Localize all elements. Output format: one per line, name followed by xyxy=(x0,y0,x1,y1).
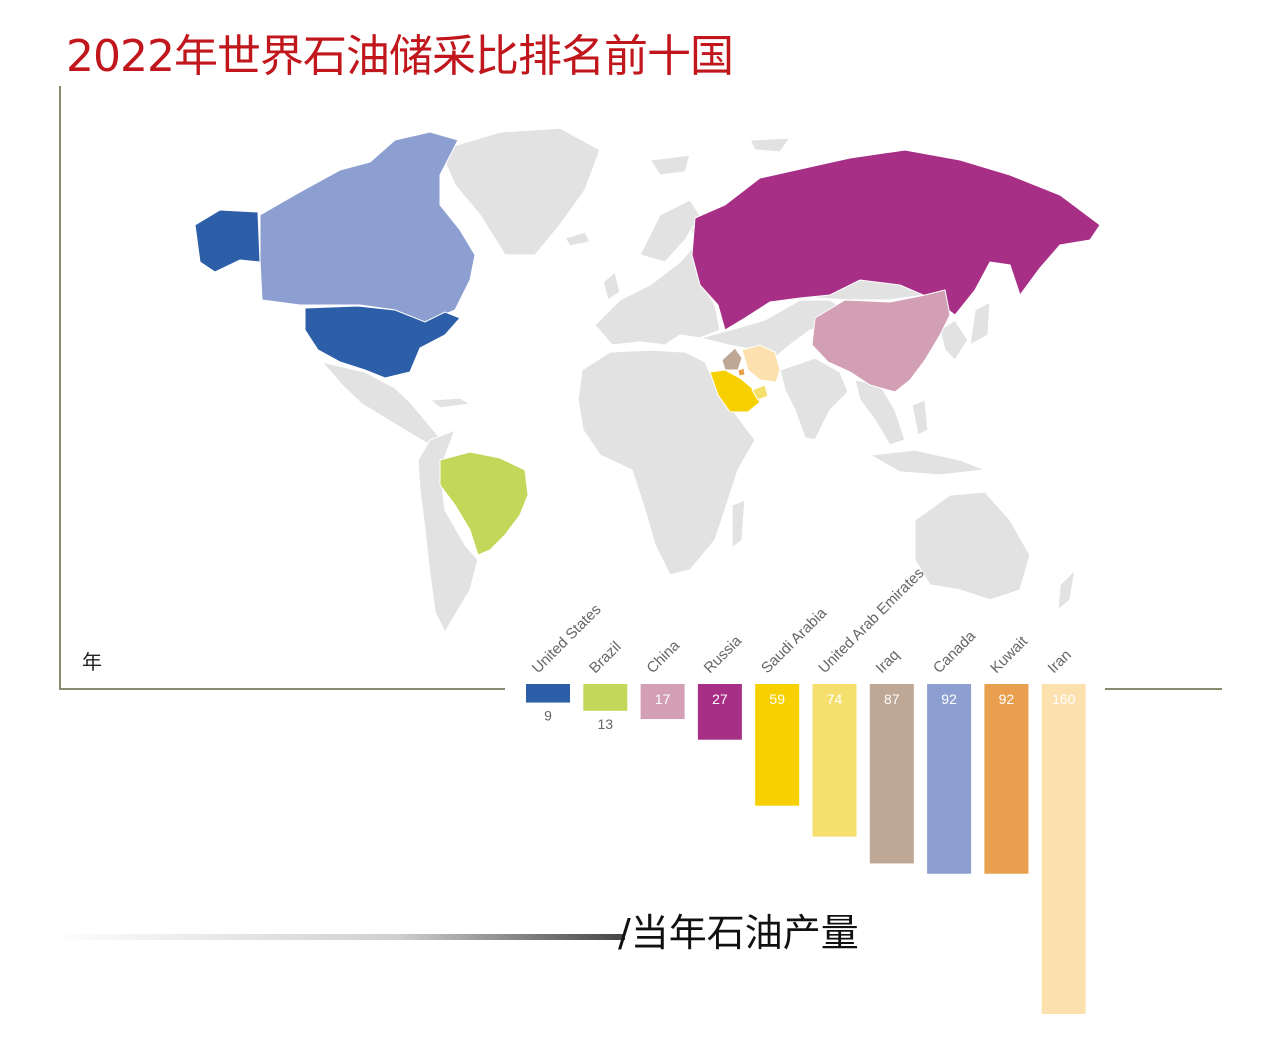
caption-underline xyxy=(50,934,625,940)
category-label-kuwait: Kuwait xyxy=(987,632,1031,676)
bar-brazil xyxy=(583,684,628,711)
map-alaska xyxy=(194,209,261,273)
bar-canada xyxy=(927,684,972,874)
chart-title: 2022年世界石油储采比排名前十国 xyxy=(66,31,734,82)
value-label-united-arab-emirates: 74 xyxy=(827,691,843,707)
map-kuwait xyxy=(737,367,746,377)
value-label-iraq: 87 xyxy=(884,691,900,707)
value-label-canada: 92 xyxy=(941,691,957,707)
map-iraq xyxy=(721,347,743,371)
bar-saudi-arabia xyxy=(755,684,800,806)
bar-russia xyxy=(697,684,742,740)
category-label-canada: Canada xyxy=(930,627,980,677)
value-label-brazil: 13 xyxy=(598,716,614,732)
category-label-iraq: Iraq xyxy=(873,647,903,677)
map-saudi-arabia xyxy=(709,369,761,413)
map-brazil xyxy=(439,451,529,556)
y-unit-label: 年 xyxy=(82,650,102,674)
category-label-iran: Iran xyxy=(1045,647,1075,677)
category-label-china: China xyxy=(643,637,683,677)
map-iran xyxy=(741,344,781,383)
value-label-china: 17 xyxy=(655,691,671,707)
bar-united-states xyxy=(526,684,570,703)
value-label-saudi-arabia: 59 xyxy=(769,691,785,707)
caption-text: /当年石油产量 xyxy=(618,911,859,955)
value-label-kuwait: 92 xyxy=(999,691,1015,707)
map-united-states xyxy=(304,305,461,379)
value-label-russia: 27 xyxy=(712,691,728,707)
unhighlighted-land xyxy=(320,127,1076,634)
bar-united-arab-emirates xyxy=(812,684,857,837)
map-united-arab-emirates xyxy=(751,384,769,401)
map-canada xyxy=(259,131,476,326)
bar-china xyxy=(640,684,685,720)
category-label-russia: Russia xyxy=(701,632,746,677)
bar-kuwait xyxy=(984,684,1029,874)
bar-iran xyxy=(1041,684,1086,1014)
value-label-iran: 160 xyxy=(1052,691,1076,707)
category-label-united-arab-emirates: United Arab Emirates xyxy=(815,565,927,677)
bar-iraq xyxy=(869,684,914,864)
map-china xyxy=(811,289,951,393)
map-russia xyxy=(691,149,1101,331)
category-label-brazil: Brazil xyxy=(586,638,625,677)
value-label-united-states: 9 xyxy=(544,708,552,724)
